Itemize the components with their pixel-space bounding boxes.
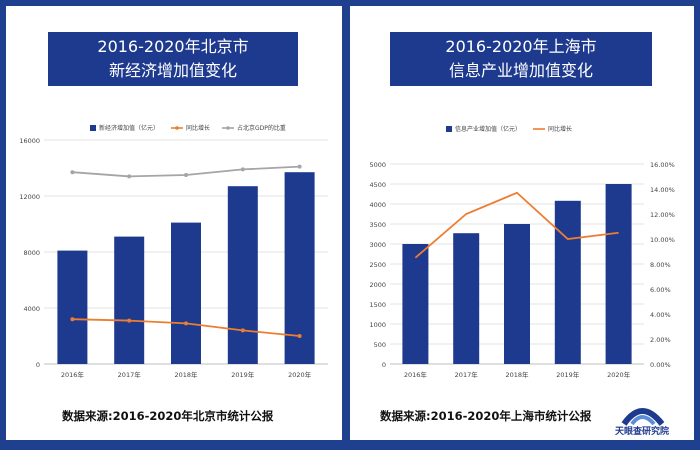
beijing-legend-label: 占北京GDP的比重 bbox=[237, 124, 286, 132]
beijing-bar bbox=[171, 222, 201, 364]
beijing-legend-marker bbox=[175, 126, 179, 130]
beijing-source: 数据来源:2016-2020年北京市统计公报 bbox=[62, 409, 274, 423]
beijing-bar bbox=[114, 236, 145, 364]
beijing-ytick-label: 0 bbox=[36, 361, 40, 369]
beijing-line-point bbox=[127, 174, 132, 179]
beijing-legend-label: 同比增长 bbox=[186, 124, 210, 132]
beijing-ytick-label: 16000 bbox=[19, 137, 40, 145]
beijing-line-point bbox=[184, 321, 188, 326]
shanghai-bar bbox=[504, 224, 530, 364]
shanghai-y2tick-label: 0.00% bbox=[650, 361, 671, 369]
beijing-chart: 0 4000 8000 12000 16000 2016年 2017年 2018年 2019年 2… bbox=[19, 124, 328, 379]
beijing-legend-marker bbox=[226, 126, 230, 130]
beijing-line-point bbox=[297, 164, 302, 169]
beijing-line-point bbox=[184, 173, 188, 177]
beijing-bar bbox=[284, 172, 315, 364]
shanghai-xtick-label: 2019年 bbox=[556, 370, 580, 379]
shanghai-y2tick-label: 12.00% bbox=[650, 211, 675, 219]
shanghai-bar bbox=[402, 244, 429, 364]
beijing-title-line2: 新经济增加值变化 bbox=[108, 61, 237, 80]
shanghai-y2tick-label: 14.00% bbox=[650, 186, 675, 194]
beijing-legend-swatch bbox=[90, 125, 96, 131]
beijing-xtick-label: 2019年 bbox=[231, 370, 255, 379]
shanghai-xtick-label: 2016年 bbox=[404, 370, 428, 379]
shanghai-chart: 0 500 1000 1500 2000 2500 3000 3500 4000 4500 5000… bbox=[369, 125, 675, 379]
beijing-ytick-label: 12000 bbox=[19, 193, 40, 201]
shanghai-ytick-label: 4500 bbox=[369, 181, 386, 189]
logo-text: 天眼查研究院 bbox=[614, 427, 669, 437]
tianyancha-logo: 天眼查研究院 bbox=[602, 394, 682, 437]
shanghai-xtick-label: 2017年 bbox=[455, 370, 479, 379]
shanghai-ytick-label: 2000 bbox=[369, 281, 386, 289]
beijing-ytick-label: 8000 bbox=[23, 249, 40, 257]
beijing-line-point bbox=[240, 328, 245, 333]
shanghai-legend-label: 信息产业增加值（亿元） bbox=[455, 125, 521, 133]
beijing-xtick-label: 2018年 bbox=[174, 370, 198, 379]
shanghai-line-series-1 bbox=[414, 191, 619, 259]
shanghai-y2tick-label: 4.00% bbox=[650, 311, 671, 319]
shanghai-ytick-label: 2500 bbox=[369, 261, 386, 269]
shanghai-xtick-label: 2018年 bbox=[505, 370, 529, 379]
beijing-xtick-label: 2017年 bbox=[118, 370, 142, 379]
beijing-ytick-label: 4000 bbox=[23, 305, 40, 313]
shanghai-ytick-label: 4000 bbox=[369, 201, 386, 209]
shanghai-y2tick-label: 8.00% bbox=[650, 261, 671, 269]
shanghai-ytick-label: 5000 bbox=[369, 161, 386, 169]
shanghai-y2tick-label: 2.00% bbox=[650, 336, 671, 344]
shanghai-legend-label: 同比增长 bbox=[548, 125, 572, 133]
shanghai-ytick-label: 0 bbox=[382, 361, 386, 369]
beijing-xtick-label: 2016年 bbox=[61, 370, 85, 379]
shanghai-legend-swatch bbox=[446, 126, 452, 132]
beijing-line-point bbox=[127, 318, 132, 323]
shanghai-ytick-label: 3000 bbox=[369, 241, 386, 249]
beijing-panel: 2016-2020年北京市 新经济增加值变化 0 4000 8000 12000 160… bbox=[6, 6, 342, 440]
logo-mark-icon bbox=[621, 408, 665, 426]
beijing-xtick-label: 2020年 bbox=[288, 370, 312, 379]
beijing-line-point bbox=[70, 170, 75, 175]
shanghai-bar bbox=[605, 184, 632, 364]
shanghai-ytick-label: 1500 bbox=[369, 301, 386, 309]
beijing-bar bbox=[57, 250, 88, 364]
shanghai-y2tick-label: 10.00% bbox=[650, 236, 675, 244]
shanghai-y2tick-label: 16.00% bbox=[650, 161, 675, 169]
shanghai-bar bbox=[554, 200, 581, 364]
beijing-line-point bbox=[70, 317, 75, 322]
shanghai-title-line2: 信息产业增加值变化 bbox=[448, 61, 593, 80]
shanghai-panel: 2016-2020年上海市 信息产业增加值变化 0 500 1000 1500 2000… bbox=[350, 6, 694, 440]
shanghai-ytick-label: 1000 bbox=[369, 321, 386, 329]
beijing-line-point bbox=[240, 167, 245, 172]
shanghai-source: 数据来源:2016-2020年上海市统计公报 bbox=[380, 409, 592, 423]
shanghai-bar bbox=[453, 233, 480, 364]
beijing-bar bbox=[227, 186, 258, 364]
shanghai-y2tick-label: 6.00% bbox=[650, 286, 671, 294]
shanghai-ytick-label: 3500 bbox=[369, 221, 386, 229]
beijing-line-point bbox=[297, 334, 302, 338]
shanghai-xtick-label: 2020年 bbox=[607, 370, 631, 379]
beijing-legend-label: 新经济增加值（亿元） bbox=[99, 124, 159, 132]
beijing-title-banner: 2016-2020年北京市 新经济增加值变化 bbox=[48, 32, 298, 86]
shanghai-title-banner: 2016-2020年上海市 信息产业增加值变化 bbox=[390, 32, 652, 86]
shanghai-title-line1: 2016-2020年上海市 bbox=[445, 37, 597, 56]
beijing-title-line1: 2016-2020年北京市 bbox=[97, 37, 249, 56]
shanghai-ytick-label: 500 bbox=[374, 341, 386, 349]
